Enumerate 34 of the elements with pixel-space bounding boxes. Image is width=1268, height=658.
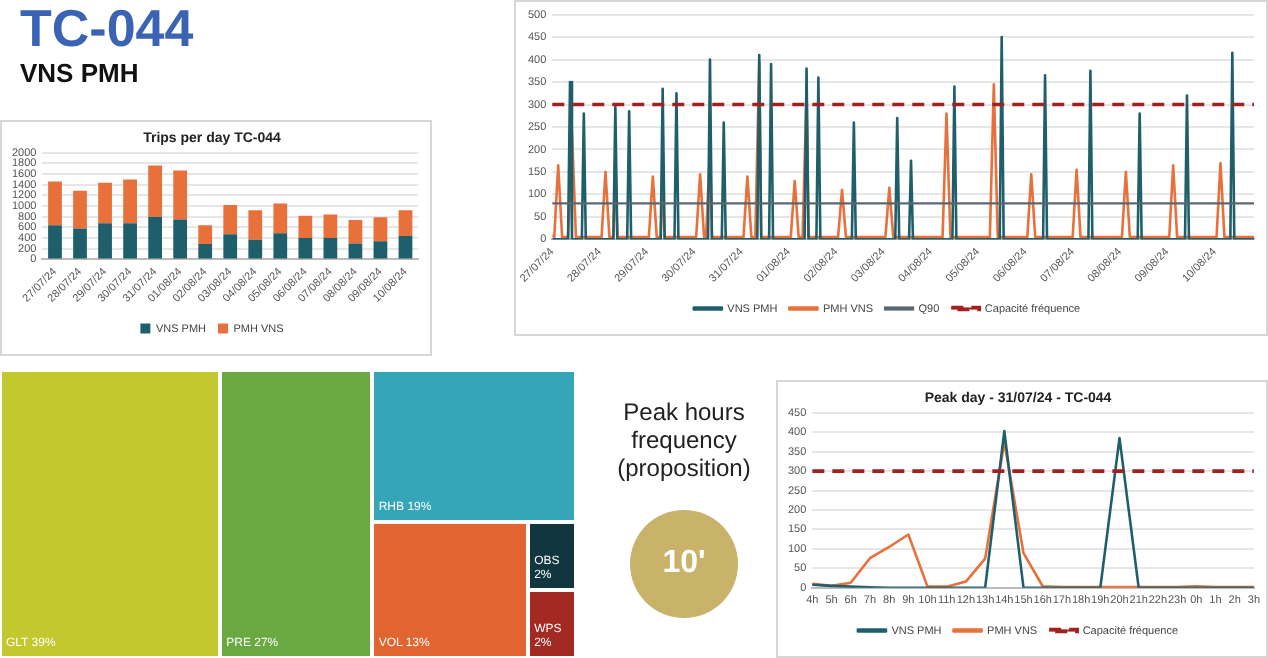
text: VNS PMH [20,58,141,88]
bar [248,210,263,240]
bar [298,215,313,239]
bar [98,223,112,259]
bar [173,219,188,259]
bar [323,238,338,259]
bar [73,228,87,259]
text: 10' [630,510,738,618]
bar [198,243,213,259]
bar [373,241,388,259]
bar [98,182,112,224]
bar [123,223,137,259]
bar [148,216,163,259]
bar [373,217,388,242]
bar [398,235,413,259]
bar [348,243,363,259]
bar [323,214,338,239]
bar [223,234,238,259]
bar [73,190,87,229]
bar [348,219,363,244]
bar [223,205,238,235]
bar [148,165,163,217]
bar [198,225,213,244]
bar [273,203,288,234]
text: Peak hours frequency (proposition) [615,398,753,482]
bar [48,225,62,259]
bar [173,170,188,220]
bar [48,181,62,226]
bar [273,233,288,259]
bar [398,210,413,236]
bar [123,179,137,224]
bar [298,238,313,259]
bar [248,239,263,259]
text: TC-044 [20,0,196,58]
